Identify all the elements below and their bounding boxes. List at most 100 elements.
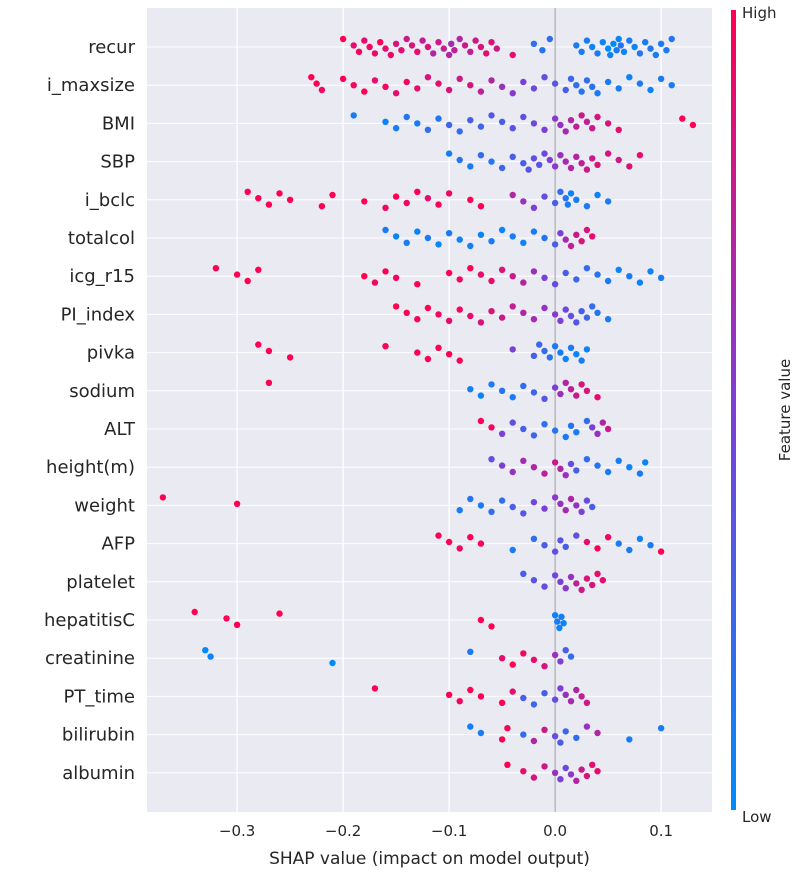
- shap-point: [530, 701, 538, 708]
- shap-point: [541, 150, 548, 157]
- shap-point: [456, 128, 463, 135]
- shap-point: [276, 610, 283, 617]
- shap-point: [233, 271, 241, 278]
- feature-points-pivka: [255, 341, 591, 364]
- feature-points-hepatitisC: [191, 608, 567, 632]
- shap-point: [567, 164, 575, 172]
- shap-point: [567, 190, 575, 197]
- shap-point: [679, 115, 686, 122]
- shap-point: [551, 612, 559, 619]
- shap-point: [467, 265, 474, 272]
- shap-point: [594, 394, 601, 401]
- feature-points-AFP: [435, 532, 665, 555]
- shap-point: [361, 37, 368, 44]
- shap-point: [530, 432, 538, 439]
- shap-point: [578, 357, 585, 364]
- shap-point: [520, 768, 527, 775]
- shap-point: [599, 39, 607, 46]
- shap-point: [557, 349, 564, 356]
- shap-point: [498, 387, 506, 394]
- shap-point: [610, 40, 617, 47]
- shap-point: [414, 120, 421, 127]
- shap-point: [578, 586, 585, 593]
- shap-point: [604, 150, 612, 157]
- shap-point: [509, 303, 516, 310]
- shap-point: [583, 723, 591, 730]
- shap-point: [551, 572, 559, 579]
- shap-point: [424, 234, 432, 242]
- shap-point: [509, 90, 516, 97]
- shap-point: [530, 204, 538, 211]
- shap-point: [445, 538, 453, 546]
- x-tick-label: 0.0: [543, 822, 567, 840]
- shap-point: [223, 615, 230, 622]
- shap-point: [551, 199, 559, 207]
- shap-point: [355, 48, 363, 55]
- shap-point: [403, 309, 410, 316]
- shap-point: [626, 273, 633, 280]
- shap-point: [435, 311, 442, 318]
- shap-point: [604, 120, 612, 127]
- shap-point: [599, 419, 607, 426]
- shap-point: [583, 77, 591, 84]
- shap-point: [562, 433, 569, 441]
- shap-point: [594, 768, 601, 775]
- feature-label-ALT: ALT: [104, 419, 136, 440]
- shap-point: [498, 699, 506, 706]
- shap-point: [567, 386, 575, 393]
- shap-point: [520, 425, 527, 433]
- shap-point: [551, 651, 559, 659]
- shap-point: [456, 545, 463, 552]
- shap-point: [636, 535, 644, 542]
- feature-label-i_bclc: i_bclc: [85, 190, 135, 211]
- shap-point: [551, 459, 559, 466]
- shap-point: [617, 42, 625, 49]
- shap-point: [626, 546, 633, 554]
- shap-point: [551, 343, 559, 350]
- shap-point: [541, 421, 548, 428]
- x-axis-ticks: −0.3 −0.2 −0.1 0.0 0.1: [219, 822, 673, 840]
- shap-point: [573, 580, 580, 587]
- shap-point: [525, 166, 532, 173]
- shap-point: [498, 655, 506, 662]
- shap-point: [604, 45, 612, 52]
- shap-point: [557, 230, 564, 237]
- shap-point: [509, 394, 516, 401]
- shap-point: [339, 35, 347, 43]
- shap-point: [498, 266, 506, 273]
- feature-points-sodium: [265, 379, 601, 402]
- shap-point: [541, 583, 548, 590]
- shap-point: [456, 236, 463, 243]
- shap-point: [424, 126, 432, 133]
- shap-point: [392, 193, 400, 200]
- shap-point: [567, 460, 575, 468]
- shap-point: [467, 196, 474, 203]
- shap-point: [467, 495, 474, 503]
- shap-point: [594, 50, 601, 57]
- shap-point: [636, 80, 644, 87]
- shap-point: [573, 429, 580, 436]
- shap-point: [551, 163, 559, 170]
- shap-point: [541, 304, 548, 312]
- shap-point: [445, 51, 453, 59]
- shap-point: [456, 75, 463, 83]
- shap-point: [159, 494, 167, 501]
- shap-point: [578, 238, 585, 245]
- shap-point: [509, 661, 516, 668]
- shap-point: [657, 40, 665, 47]
- x-tick-label: −0.3: [219, 822, 255, 840]
- shap-point: [652, 51, 660, 59]
- feature-points-PI_index: [392, 303, 612, 326]
- shap-point: [520, 382, 527, 390]
- shap-point: [398, 47, 405, 54]
- shap-point: [520, 457, 527, 464]
- shap-point: [530, 535, 538, 542]
- colorbar-low-label: Low: [742, 808, 772, 826]
- feature-label-platelet: platelet: [66, 572, 135, 593]
- shap-point: [477, 43, 485, 51]
- shap-point: [530, 85, 538, 92]
- shap-point: [589, 43, 596, 51]
- shap-point: [520, 113, 527, 121]
- shap-point: [594, 113, 601, 121]
